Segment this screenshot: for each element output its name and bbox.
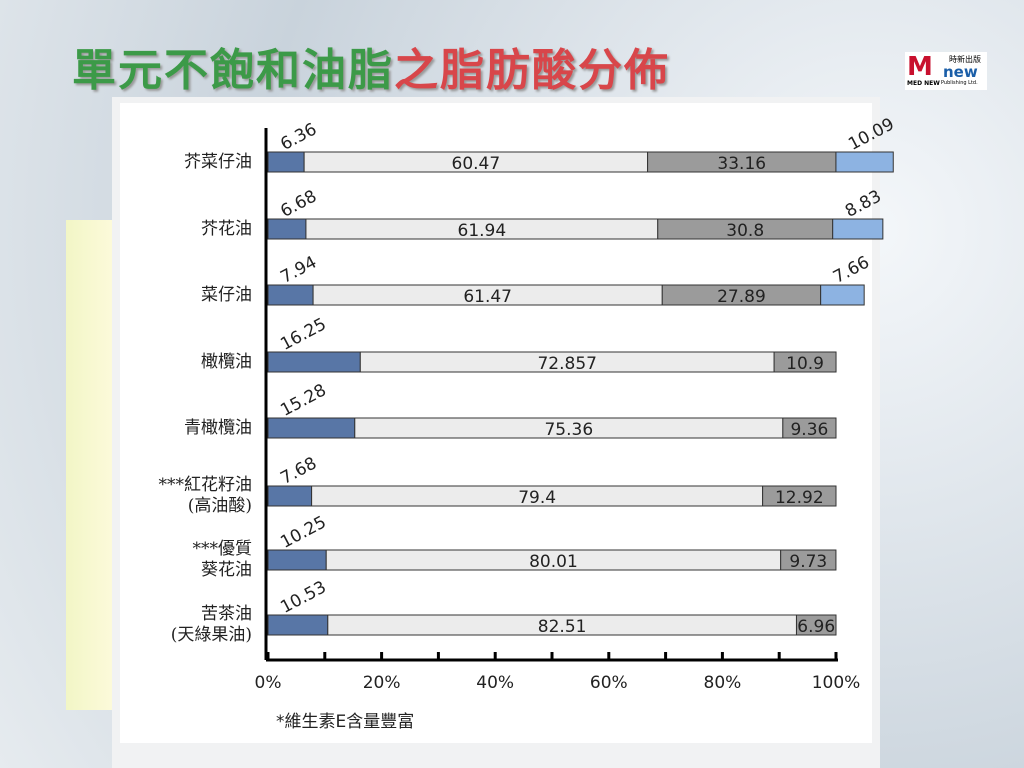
value-label: 79.4	[518, 488, 556, 508]
bar-segment	[762, 485, 837, 507]
title: 單元不飽和油脂之脂肪酸分佈	[72, 34, 670, 98]
bar-segment	[820, 284, 865, 306]
value-label: 82.51	[538, 617, 587, 637]
value-label: 6.36	[277, 119, 320, 154]
value-label: 27.89	[717, 287, 766, 307]
title-green: 單元不飽和油脂	[72, 45, 394, 96]
value-label: 7.66	[830, 252, 873, 287]
value-label: 8.83	[842, 186, 885, 221]
category-label: 橄欖油	[201, 351, 252, 372]
bar-segment	[267, 351, 361, 373]
category-label: ***紅花籽油 (高油酸)	[158, 475, 253, 516]
x-tick-label: 60%	[590, 673, 628, 693]
logo-small: 時新出版	[949, 55, 981, 64]
title-red: 之脂肪酸分佈	[394, 45, 670, 96]
value-label: 6.96	[797, 617, 835, 637]
value-label: 6.68	[277, 186, 320, 221]
bar-segment	[267, 218, 307, 240]
value-label: 7.68	[277, 453, 320, 488]
category-label: ***優質 葵花油	[192, 539, 253, 580]
value-label: 10.25	[277, 512, 329, 553]
value-label: 61.94	[458, 221, 507, 241]
x-tick-label: 100%	[812, 673, 861, 693]
x-tick-label: 80%	[704, 673, 742, 693]
bar-segment	[782, 417, 837, 439]
bar-segment	[835, 151, 894, 173]
category-label: 菜仔油	[201, 284, 252, 305]
logo: M 時新出版 new MED NEW Publishing Ltd.	[905, 52, 987, 90]
bar-segment	[795, 614, 837, 636]
value-label: 9.36	[790, 420, 828, 440]
bar-segment	[267, 549, 327, 571]
value-label: 80.01	[529, 552, 578, 572]
bar-segment	[267, 614, 329, 636]
category-label: 青橄欖油	[184, 417, 252, 438]
logo-bottom: MED NEW	[907, 80, 940, 87]
x-tick-label: 20%	[363, 673, 401, 693]
value-label: 33.16	[717, 154, 766, 174]
bar-segment	[267, 417, 356, 439]
value-label: 12.92	[775, 488, 824, 508]
category-label: 芥花油	[201, 218, 252, 239]
value-label: 75.36	[544, 420, 593, 440]
logo-word: new	[943, 63, 978, 81]
value-label: 30.8	[726, 221, 764, 241]
category-label: 苦茶油 (天綠果油)	[170, 604, 252, 645]
x-tick-label: 0%	[255, 673, 282, 693]
category-label: 芥菜仔油	[184, 151, 252, 172]
value-label: 16.25	[277, 314, 329, 355]
logo-bottom2: Publishing Ltd.	[941, 80, 978, 86]
value-label: 72.857	[537, 354, 596, 374]
x-tick-label: 40%	[476, 673, 514, 693]
value-label: 61.47	[463, 287, 512, 307]
value-label: 7.94	[277, 252, 320, 287]
bar-segment	[773, 351, 837, 373]
value-label: 9.73	[789, 552, 827, 572]
value-label: 60.47	[452, 154, 501, 174]
bar-segment	[267, 284, 314, 306]
value-label: 10.9	[786, 354, 824, 374]
bar-segment	[780, 549, 837, 571]
value-label: 10.53	[277, 577, 329, 618]
logo-mark: M	[907, 52, 933, 82]
value-label: 15.28	[277, 380, 329, 421]
bar-segment	[267, 485, 313, 507]
footnote: *維生素E含量豐富	[276, 712, 414, 732]
bar-segment	[832, 218, 884, 240]
value-label: 10.09	[845, 114, 897, 155]
